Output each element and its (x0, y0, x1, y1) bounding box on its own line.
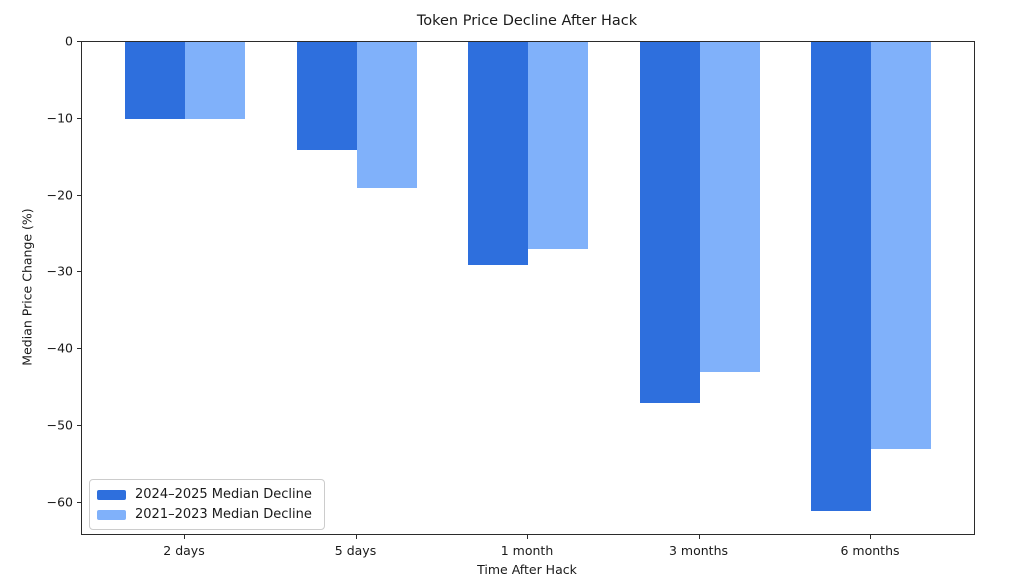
y-tick-mark (77, 41, 81, 42)
y-tick-label: 0 (65, 33, 73, 49)
legend: 2024–2025 Median Decline 2021–2023 Media… (89, 479, 325, 530)
y-tick-mark (77, 271, 81, 273)
y-tick-label: −20 (46, 187, 73, 203)
y-tick-label: −60 (46, 494, 73, 510)
bar-2024-2025-3-months (639, 42, 700, 404)
bar-2021-2023-2-days (185, 42, 245, 119)
bar-2024-2025-6-months (811, 42, 871, 511)
legend-swatch-2021-2023 (97, 509, 126, 520)
chart-title: Token Price Decline After Hack (416, 13, 638, 29)
x-tick-label-2-days: 2 days (163, 543, 205, 558)
y-tick-mark (77, 194, 81, 196)
legend-label-2024-2025: 2024–2025 Median Decline (135, 487, 312, 502)
x-tick-mark (184, 535, 185, 539)
y-tick-mark (77, 425, 81, 427)
x-tick-label-6-months: 6 months (840, 543, 900, 558)
x-axis-label: Time After Hack (477, 562, 577, 577)
x-tick-mark (355, 535, 357, 539)
x-tick-mark (527, 535, 528, 539)
y-tick-mark (77, 501, 81, 503)
y-tick-label: −50 (46, 417, 73, 433)
bar-2021-2023-5-days (356, 42, 417, 188)
y-tick-label: −30 (46, 263, 73, 279)
y-tick-label: −40 (46, 340, 73, 356)
legend-label-2021-2023: 2021–2023 Median Decline (135, 507, 312, 522)
x-tick-mark (870, 535, 871, 539)
y-tick-label: −10 (46, 110, 73, 126)
bar-2021-2023-6-months (871, 42, 931, 450)
legend-item-2021-2023: 2021–2023 Median Decline (97, 507, 312, 522)
x-tick-label-5-days: 5 days (334, 543, 377, 558)
plot-area (81, 41, 975, 535)
bar-2021-2023-1-month (528, 42, 588, 250)
x-tick-label-3-months: 3 months (668, 543, 729, 558)
legend-item-2024-2025: 2024–2025 Median Decline (97, 487, 312, 502)
bar-2021-2023-3-months (699, 42, 760, 373)
y-tick-mark (77, 348, 81, 350)
x-tick-mark (698, 535, 700, 539)
bar-2024-2025-2-days (125, 42, 185, 119)
x-tick-label-1-month: 1 month (500, 543, 554, 558)
bar-2024-2025-5-days (296, 42, 357, 150)
y-tick-mark (77, 117, 81, 119)
legend-swatch-2024-2025 (97, 489, 126, 500)
bar-2024-2025-1-month (468, 42, 528, 265)
